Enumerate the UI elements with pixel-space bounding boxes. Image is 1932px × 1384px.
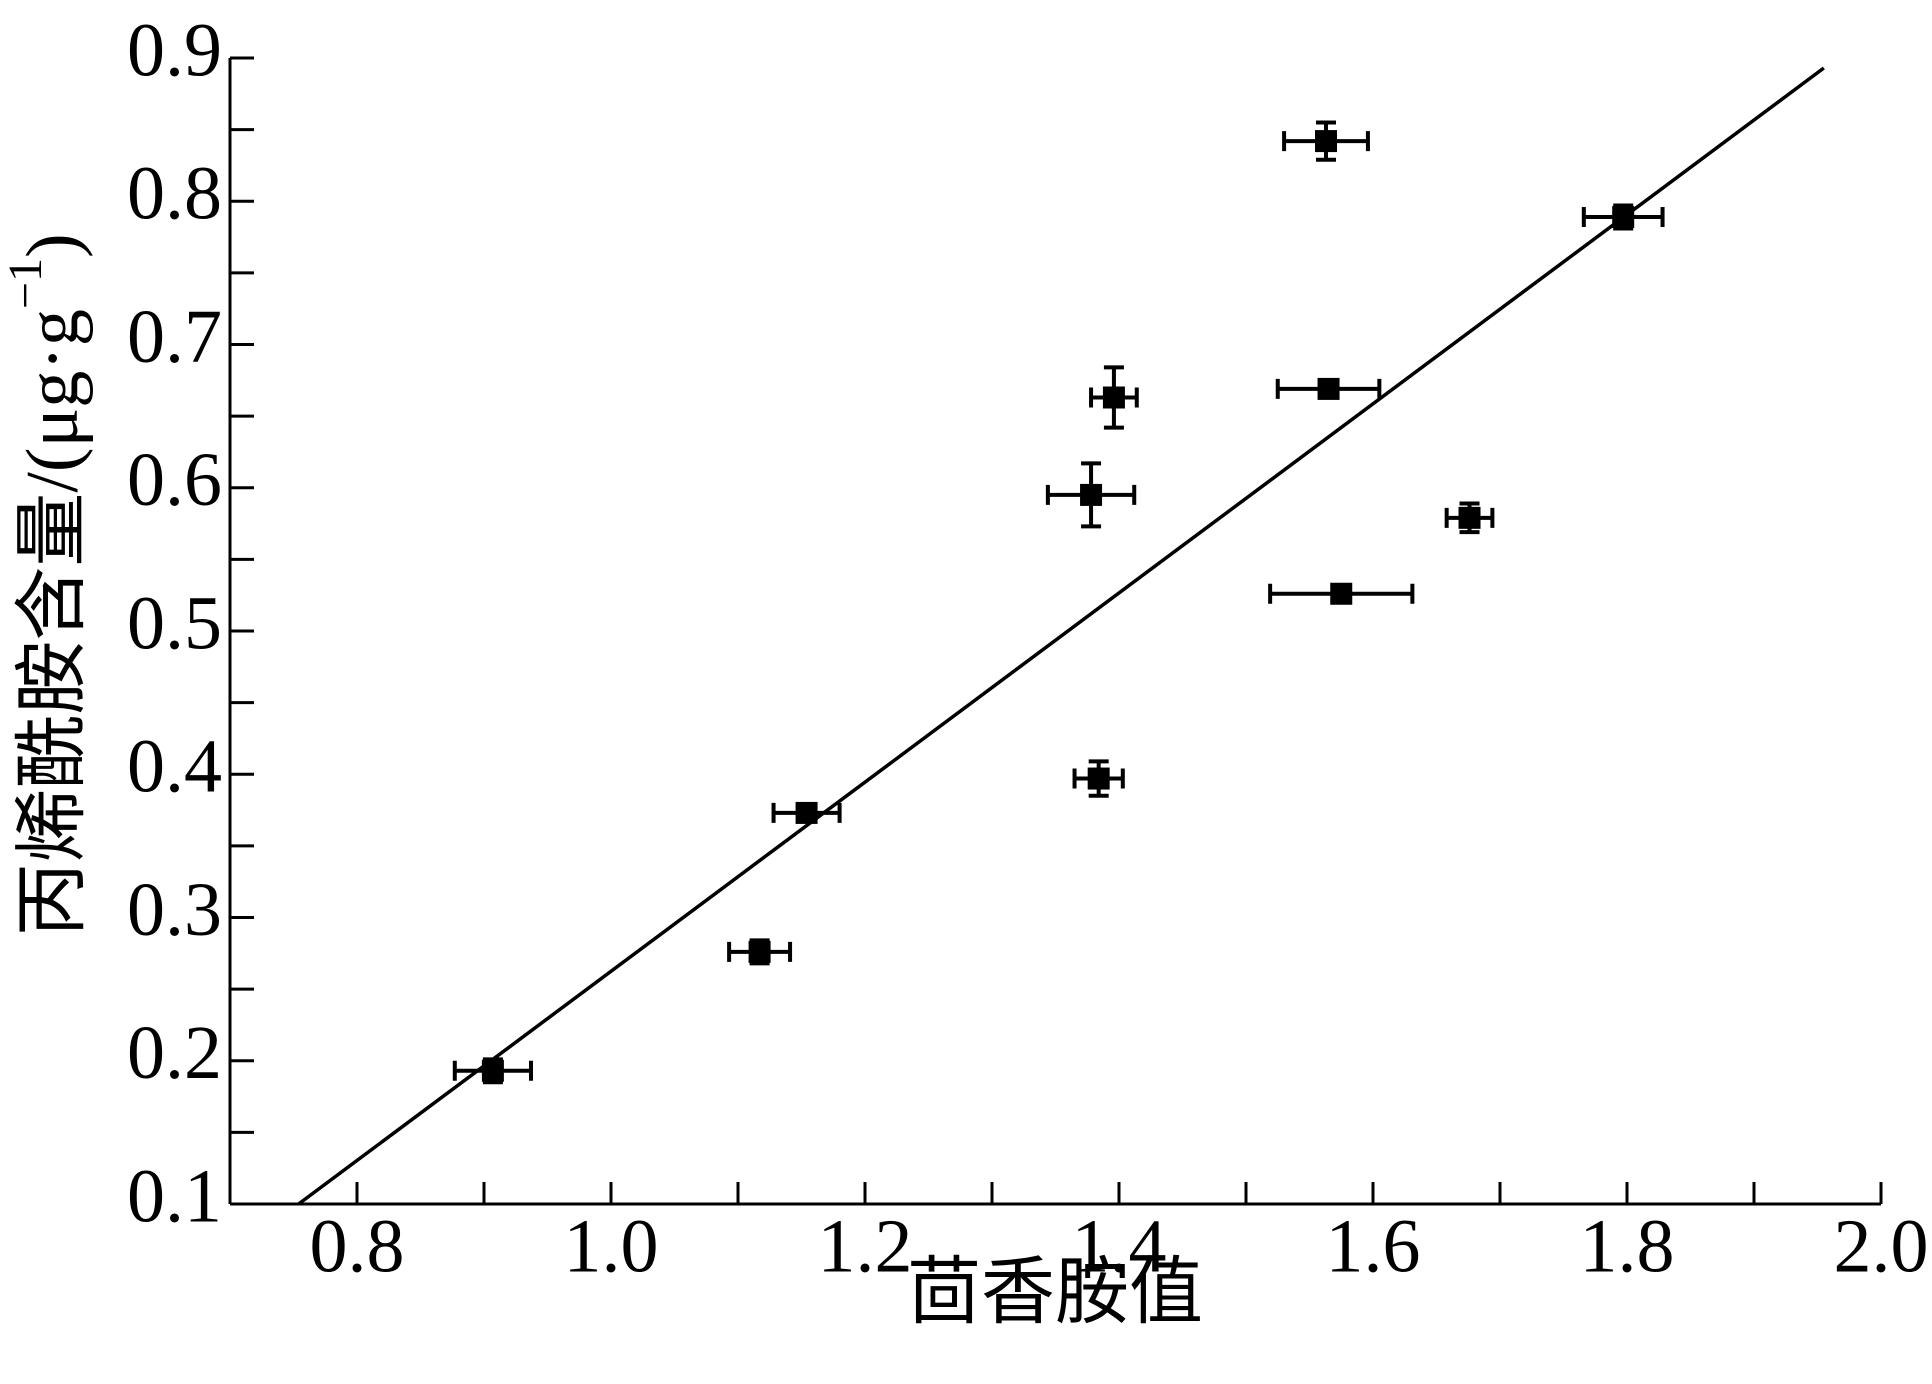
- x-tick-label: 1.6: [1326, 1204, 1421, 1288]
- y-axis-label-text: 丙烯酰胺含量/(μg·g: [12, 309, 94, 937]
- point: [748, 940, 771, 963]
- x-tick-label: 1.0: [564, 1204, 659, 1288]
- point: [1458, 506, 1481, 529]
- point: [1317, 377, 1340, 400]
- point: [1087, 767, 1110, 790]
- y-axis-label: 丙烯酰胺含量/(μg·g−1): [0, 233, 94, 936]
- y-tick-label: 0.6: [127, 438, 222, 522]
- fit-line: [297, 66, 1825, 1206]
- x-tick-label: 2.0: [1834, 1204, 1929, 1288]
- y-tick-label: 0.4: [127, 725, 222, 809]
- y-tick-label: 0.3: [127, 868, 222, 952]
- point: [795, 801, 818, 824]
- x-tick-label: 0.8: [310, 1204, 405, 1288]
- point: [1315, 130, 1338, 153]
- point: [1330, 582, 1353, 605]
- point: [1080, 483, 1103, 506]
- x-tick-label: 1.8: [1580, 1204, 1675, 1288]
- y-axis-label-end: ): [12, 233, 94, 258]
- x-tick-label: 1.2: [818, 1204, 913, 1288]
- y-tick-label: 0.2: [127, 1011, 222, 1095]
- y-axis-label-sup: −1: [0, 258, 52, 309]
- y-tick-label: 0.9: [127, 8, 222, 92]
- point: [1102, 386, 1125, 409]
- y-tick-label: 0.8: [127, 152, 222, 236]
- y-tick-label: 0.5: [127, 581, 222, 665]
- x-tick-label: 1.4: [1072, 1204, 1167, 1288]
- x-axis-label: 茴香胺值: [907, 1252, 1203, 1334]
- y-tick-label: 0.7: [127, 295, 222, 379]
- y-tick-label: 0.1: [127, 1154, 222, 1238]
